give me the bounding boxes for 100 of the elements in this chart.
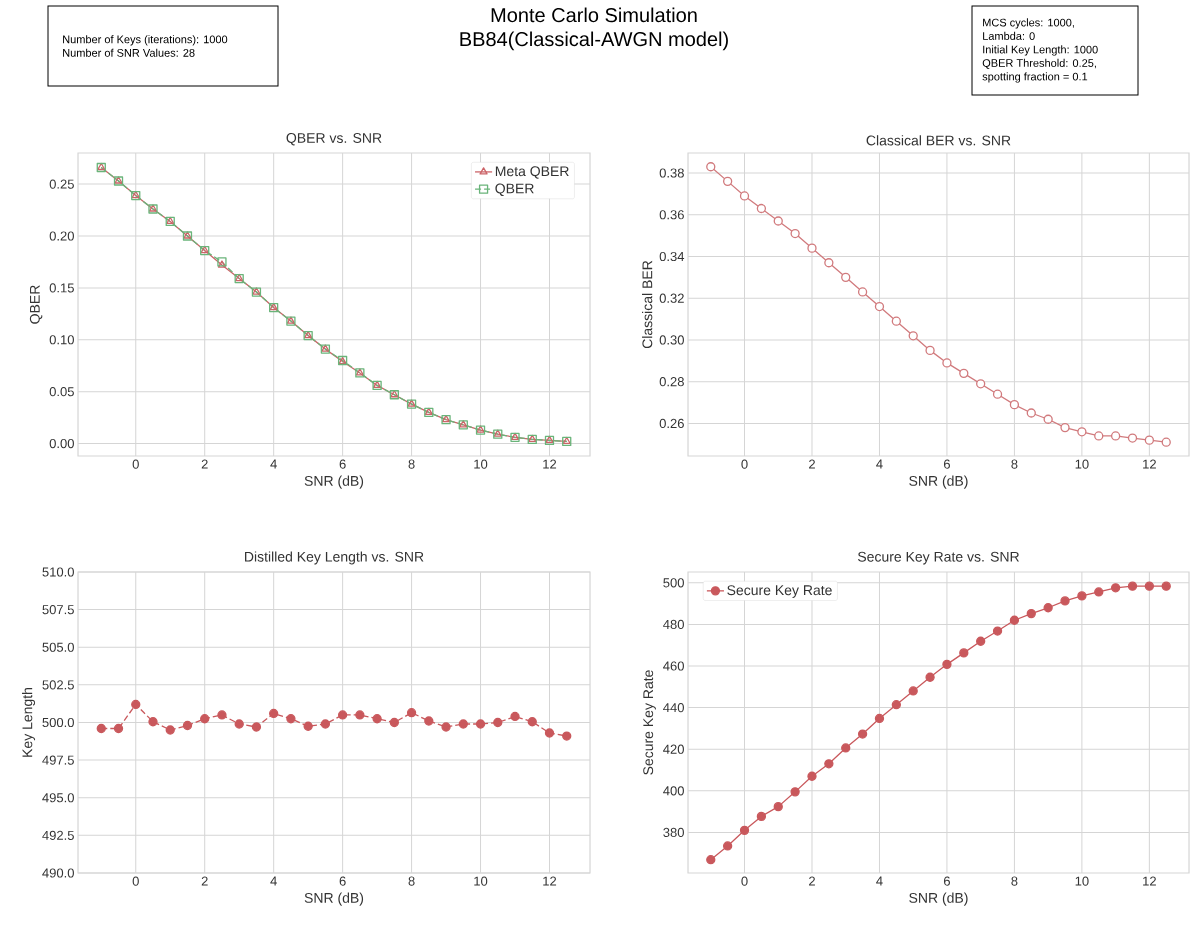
point [1077,591,1087,601]
point [320,719,331,729]
point [908,686,918,696]
x-tick-label: 6 [943,459,950,469]
point [1161,581,1171,591]
point [269,708,279,719]
point [756,203,767,214]
point [1110,431,1121,441]
point [942,659,952,669]
legend-label: Secure Key Rate [727,585,832,598]
point [458,719,468,729]
point [841,743,851,753]
x-tick-label: 10 [474,459,488,469]
x-tick-label: 0 [132,459,139,469]
point [992,626,1003,636]
point [562,731,572,741]
x-tick-label: 2 [201,459,208,469]
point [841,272,851,283]
point [992,389,1003,399]
x-tick-label: 12 [543,459,557,469]
y-tick-label: 0.05 [49,387,74,397]
y-tick-label: 0.15 [49,283,74,293]
y-tick-label: 0.30 [659,335,684,345]
point [874,713,885,724]
point [790,228,800,239]
point [925,345,935,356]
point [976,379,986,389]
point [874,301,885,312]
text: Number of SNR Values: 28 [63,48,195,57]
point [925,672,935,682]
x-tick-label: 0 [132,876,139,886]
legend-label: Meta QBER [495,166,569,179]
x-tick-label: 4 [270,876,277,886]
x-tick-label: 2 [809,876,815,886]
x-axis-title: SNR (dB) [909,475,968,489]
point [857,729,868,739]
text: Number of Keys (iterations): 1000 [63,35,228,46]
chart-title: Classical BER vs. SNR [866,135,1011,146]
y-tick-label: 505.0 [42,642,74,652]
point [1043,603,1053,613]
x-tick-label: 4 [876,459,883,469]
y-tick-label: 380 [663,827,684,838]
x-tick-label: 8 [408,459,415,469]
x-tick-label: 4 [270,459,277,469]
y-tick-label: 0.00 [49,438,74,449]
point [475,719,486,729]
point [739,191,750,201]
point [723,841,733,851]
x-tick-label: 6 [339,459,346,469]
y-tick-label: 497.5 [42,755,74,765]
point [493,717,503,728]
y-tick-label: 0.25 [49,179,74,189]
text: BB84(Classical-AWGN model) [460,31,728,51]
x-tick-label: 2 [201,876,208,886]
point [773,801,783,812]
y-tick-label: 0.20 [49,231,74,241]
point [1043,414,1053,424]
x-tick-label: 10 [1075,459,1089,469]
point [1060,422,1070,433]
text: QBER Threshold: 0.25, [982,58,1096,69]
point [1144,435,1155,445]
y-tick-label: 510.0 [42,567,74,577]
y-tick-label: 0.38 [659,168,684,178]
y-tick-label: 502.5 [42,680,74,690]
x-tick-label: 12 [1143,876,1156,886]
point [510,711,520,722]
point [389,717,399,728]
text: Lambda: 0 [983,31,1035,40]
y-tick-label: 492.5 [42,830,74,840]
x-tick-label: 0 [741,876,748,886]
point [286,714,296,724]
point [807,771,817,781]
point [790,787,800,797]
y-tick-label: 490.0 [42,868,74,878]
y-tick-label: 0.28 [659,377,684,387]
text: spotting fraction = 0.1 [982,72,1088,83]
y-tick-label: 507.5 [42,605,74,615]
x-tick-label: 8 [1011,876,1018,886]
y-tick-label: 400 [663,786,684,796]
x-tick-label: 10 [1075,876,1089,886]
point [1144,581,1155,591]
point [1077,427,1087,437]
x-tick-label: 4 [876,876,883,886]
x-tick-label: 12 [543,876,557,886]
point [96,723,106,734]
x-tick-label: 6 [339,876,346,886]
point [113,723,124,734]
x-tick-label: 10 [474,876,488,886]
point [148,717,158,727]
y-tick-label: 440 [663,703,684,713]
x-axis-title: SNR (dB) [909,892,968,906]
point [234,719,244,729]
point [942,358,952,368]
point [706,855,716,865]
y-tick-label: 0.10 [49,335,74,345]
point [1094,587,1104,597]
x-axis-title: SNR (dB) [304,892,364,906]
point [891,700,901,710]
x-tick-label: 0 [741,459,748,469]
point [441,722,451,732]
